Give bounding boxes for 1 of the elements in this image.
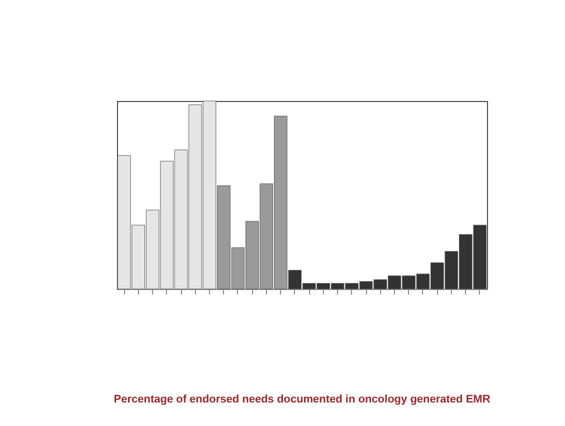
text: Percentage of endorsed needs documented in oncology generated EMR — [114, 394, 490, 406]
